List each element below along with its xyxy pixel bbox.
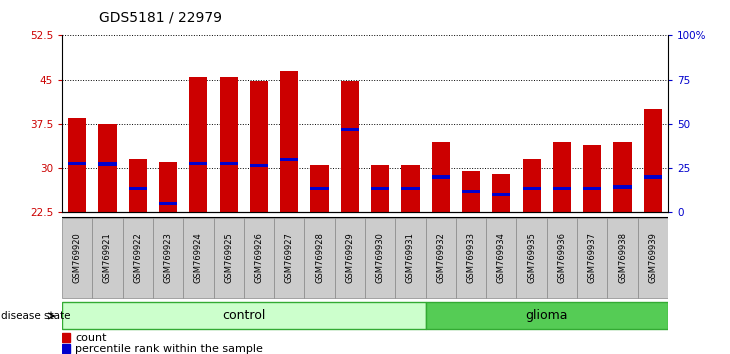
Text: disease state: disease state	[1, 311, 70, 321]
Bar	[99, 124, 117, 212]
FancyBboxPatch shape	[183, 218, 214, 298]
Text: GSM769928: GSM769928	[315, 232, 324, 283]
Bar	[371, 165, 389, 212]
Text: GSM769930: GSM769930	[376, 232, 385, 283]
Text: GSM769923: GSM769923	[164, 232, 172, 283]
Text: GSM769935: GSM769935	[527, 232, 536, 283]
FancyBboxPatch shape	[274, 218, 304, 298]
Bar	[62, 344, 70, 353]
FancyBboxPatch shape	[244, 218, 274, 298]
Bar	[189, 77, 207, 212]
Bar	[402, 165, 420, 212]
Text: percentile rank within the sample: percentile rank within the sample	[75, 344, 263, 354]
Bar	[128, 159, 147, 212]
Text: GDS5181 / 22979: GDS5181 / 22979	[99, 11, 221, 25]
FancyBboxPatch shape	[335, 218, 365, 298]
Text: GSM769931: GSM769931	[406, 232, 415, 283]
Bar	[220, 77, 238, 212]
Text: GSM769924: GSM769924	[194, 232, 203, 283]
Bar	[431, 142, 450, 212]
Text: count: count	[75, 333, 107, 343]
Text: GSM769920: GSM769920	[73, 232, 82, 283]
Bar	[402, 187, 420, 190]
FancyBboxPatch shape	[456, 218, 486, 298]
Text: GSM769921: GSM769921	[103, 232, 112, 283]
Text: GSM769932: GSM769932	[437, 232, 445, 283]
Bar	[462, 171, 480, 212]
Bar	[371, 187, 389, 190]
Bar	[280, 158, 299, 161]
Bar	[62, 333, 70, 342]
Bar	[613, 185, 631, 189]
Text: GSM769922: GSM769922	[134, 232, 142, 283]
Bar	[583, 144, 602, 212]
FancyBboxPatch shape	[547, 218, 577, 298]
FancyBboxPatch shape	[607, 218, 638, 298]
Bar	[341, 128, 359, 131]
Bar	[462, 190, 480, 193]
FancyBboxPatch shape	[426, 218, 456, 298]
FancyBboxPatch shape	[123, 218, 153, 298]
Bar	[431, 175, 450, 179]
Text: GSM769929: GSM769929	[345, 232, 354, 283]
Text: GSM769926: GSM769926	[255, 232, 264, 283]
FancyBboxPatch shape	[365, 218, 396, 298]
Bar	[492, 174, 510, 212]
Bar	[220, 162, 238, 165]
Bar	[68, 162, 86, 165]
FancyBboxPatch shape	[214, 218, 244, 298]
Bar	[523, 159, 541, 212]
Text: glioma: glioma	[526, 309, 568, 322]
Bar	[310, 187, 328, 190]
Bar	[250, 81, 268, 212]
Bar	[553, 187, 571, 190]
Text: GSM769939: GSM769939	[648, 232, 657, 283]
Text: GSM769933: GSM769933	[466, 232, 475, 283]
Text: GSM769934: GSM769934	[497, 232, 506, 283]
Bar	[189, 162, 207, 165]
FancyBboxPatch shape	[304, 218, 335, 298]
Bar	[613, 142, 631, 212]
FancyBboxPatch shape	[426, 302, 668, 330]
Bar	[159, 202, 177, 205]
Bar	[583, 187, 602, 190]
FancyBboxPatch shape	[93, 218, 123, 298]
Bar	[250, 164, 268, 167]
Text: GSM769938: GSM769938	[618, 232, 627, 283]
Bar	[310, 165, 328, 212]
Bar	[128, 187, 147, 190]
FancyBboxPatch shape	[638, 218, 668, 298]
FancyBboxPatch shape	[517, 218, 547, 298]
Bar	[492, 193, 510, 196]
FancyBboxPatch shape	[153, 218, 183, 298]
FancyBboxPatch shape	[396, 218, 426, 298]
Text: GSM769936: GSM769936	[558, 232, 566, 283]
Bar	[644, 109, 662, 212]
Text: GSM769925: GSM769925	[224, 232, 233, 283]
Bar	[644, 175, 662, 179]
Bar	[68, 118, 86, 212]
Bar	[553, 142, 571, 212]
Bar	[523, 187, 541, 190]
Bar	[159, 162, 177, 212]
Text: GSM769927: GSM769927	[285, 232, 293, 283]
FancyBboxPatch shape	[577, 218, 607, 298]
FancyBboxPatch shape	[62, 218, 93, 298]
Bar	[99, 162, 117, 166]
Text: control: control	[222, 309, 266, 322]
Bar	[280, 71, 299, 212]
FancyBboxPatch shape	[62, 302, 426, 330]
Text: GSM769937: GSM769937	[588, 232, 596, 283]
FancyBboxPatch shape	[486, 218, 517, 298]
Bar	[341, 81, 359, 212]
